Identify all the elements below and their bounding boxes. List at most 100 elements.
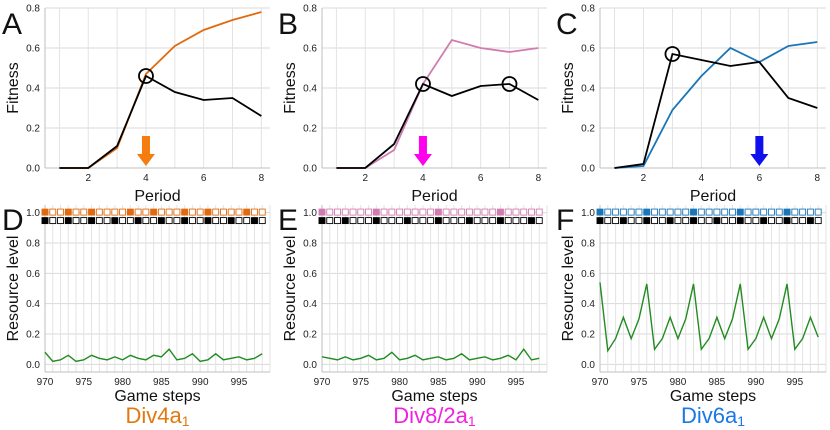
- bottom-indicator-square: [235, 217, 243, 225]
- x-axis-label: Game steps: [391, 388, 477, 405]
- bottom-indicator-square: [349, 217, 357, 225]
- x-tick-label: 980: [391, 377, 408, 388]
- y-tick-label: 0.4: [581, 299, 595, 310]
- bottom-indicator-square: [188, 217, 196, 225]
- highlight-circle: [138, 68, 154, 84]
- y-tick-label: 0.2: [26, 124, 40, 135]
- top-indicator-square: [775, 208, 783, 216]
- top-indicator-square: [80, 208, 88, 216]
- highlight-circle: [501, 76, 518, 92]
- top-indicator-square: [619, 208, 627, 216]
- top-indicator-square: [411, 208, 419, 216]
- bottom-indicator-square: [535, 217, 543, 225]
- top-indicator-square: [173, 208, 181, 216]
- x-tick-label: 985: [153, 377, 170, 388]
- y-tick-label: 0.0: [581, 164, 595, 175]
- period-arrow: [413, 136, 432, 166]
- resource-line: [44, 348, 263, 363]
- highlight-circle: [415, 76, 431, 92]
- bottom-indicator-square: [403, 217, 411, 225]
- panel-b: B 0.0 0.2 0.4 0.6 0.8 2 4 6 8 Period Fitness: [278, 4, 547, 205]
- top-indicator-square: [643, 208, 651, 216]
- y-tick-label: 0.4: [303, 299, 317, 310]
- bottom-indicator-square: [227, 217, 235, 225]
- y-tick-label: 0.4: [26, 84, 40, 95]
- y-tick-label: 0.6: [303, 44, 317, 55]
- top-indicator-square: [188, 208, 196, 216]
- x-tick-label: 985: [709, 377, 726, 388]
- y-tick-label: 0.8: [581, 4, 595, 15]
- top-indicator-square: [427, 208, 435, 216]
- bottom-indicator-square: [682, 217, 690, 225]
- bottom-indicator-square: [134, 217, 142, 225]
- top-indicator-square: [95, 208, 103, 216]
- top-indicator-square: [690, 208, 697, 216]
- y-tick-label: 0.6: [581, 44, 595, 55]
- bottom-indicator-square: [126, 217, 134, 225]
- strategy-caption-main: Div6a: [681, 403, 738, 428]
- y-tick-label: 1.0: [303, 208, 317, 219]
- bottom-indicator-square: [388, 217, 396, 225]
- bottom-indicator-square: [157, 217, 165, 225]
- bottom-indicator-square: [396, 217, 404, 225]
- bottom-indicator-square: [442, 217, 450, 225]
- bottom-indicator-square: [427, 217, 435, 225]
- top-indicator-square: [450, 208, 458, 216]
- top-indicator-square: [142, 208, 150, 216]
- top-indicator-square: [496, 208, 504, 216]
- bottom-indicator-square: [111, 217, 119, 225]
- bottom-indicator-square: [150, 217, 158, 225]
- top-indicator-square: [227, 208, 235, 216]
- bottom-indicator-square: [103, 217, 111, 225]
- y-tick-label: 0.8: [26, 4, 40, 15]
- top-indicator-square: [651, 208, 659, 216]
- x-tick-label: 8: [815, 173, 821, 184]
- panel-e: E 0.0 0.2 0.4 0.6 0.8 1.0 970 975 980 985 990 995 Gam…: [278, 204, 548, 429]
- period-arrow: [750, 136, 769, 166]
- x-tick-label: 4: [420, 173, 426, 184]
- y-tick-label: 0.6: [26, 44, 40, 55]
- y-axis-label: Fitness: [282, 62, 299, 114]
- y-tick-label: 0.0: [26, 164, 40, 175]
- bottom-indicator-square: [219, 217, 227, 225]
- top-indicator-square: [212, 208, 220, 216]
- top-indicator-square: [196, 208, 204, 216]
- top-indicator-square: [760, 208, 768, 216]
- x-tick-label: 2: [362, 173, 368, 184]
- series-line-black: [336, 82, 539, 169]
- top-indicator-square: [181, 208, 189, 216]
- bottom-indicator-square: [450, 217, 458, 225]
- top-indicator-square: [318, 208, 326, 216]
- y-tick-label: 0.8: [581, 238, 595, 249]
- x-tick-label: 4: [143, 173, 149, 184]
- bottom-indicator-square: [596, 217, 604, 225]
- top-indicator-square: [88, 208, 96, 216]
- top-indicator-square: [126, 208, 134, 216]
- series-line-colored: [59, 11, 262, 169]
- top-indicator-square: [596, 208, 604, 216]
- bottom-indicator-square: [791, 217, 799, 225]
- y-tick-label: 0.8: [303, 238, 317, 249]
- y-tick-label: 0.2: [303, 124, 317, 135]
- top-indicator-square: [528, 208, 535, 216]
- bottom-indicator-square: [504, 217, 512, 225]
- top-indicator-square: [705, 208, 713, 216]
- x-tick-label: 975: [631, 377, 648, 388]
- bottom-indicator-square: [318, 217, 326, 225]
- bottom-indicator-square: [173, 217, 181, 225]
- bottom-indicator-square: [380, 217, 388, 225]
- panel-a: A 0.0 0.2 0.4 0.6 0.8 2 4 6 8 Period Fitness: [2, 4, 270, 205]
- y-tick-label: 0.2: [581, 330, 595, 341]
- x-tick-label: 8: [536, 173, 542, 184]
- strategy-caption-main: Div8/2a: [393, 403, 468, 428]
- top-indicator-square: [326, 208, 334, 216]
- top-indicator-square: [111, 208, 119, 216]
- bottom-indicator-square: [165, 217, 173, 225]
- top-indicator-square: [744, 208, 752, 216]
- bottom-indicator-square: [419, 217, 427, 225]
- bottom-indicator-square: [489, 217, 497, 225]
- x-tick-label: 990: [469, 377, 486, 388]
- y-tick-label: 0.2: [26, 330, 40, 341]
- bottom-indicator-square: [496, 217, 504, 225]
